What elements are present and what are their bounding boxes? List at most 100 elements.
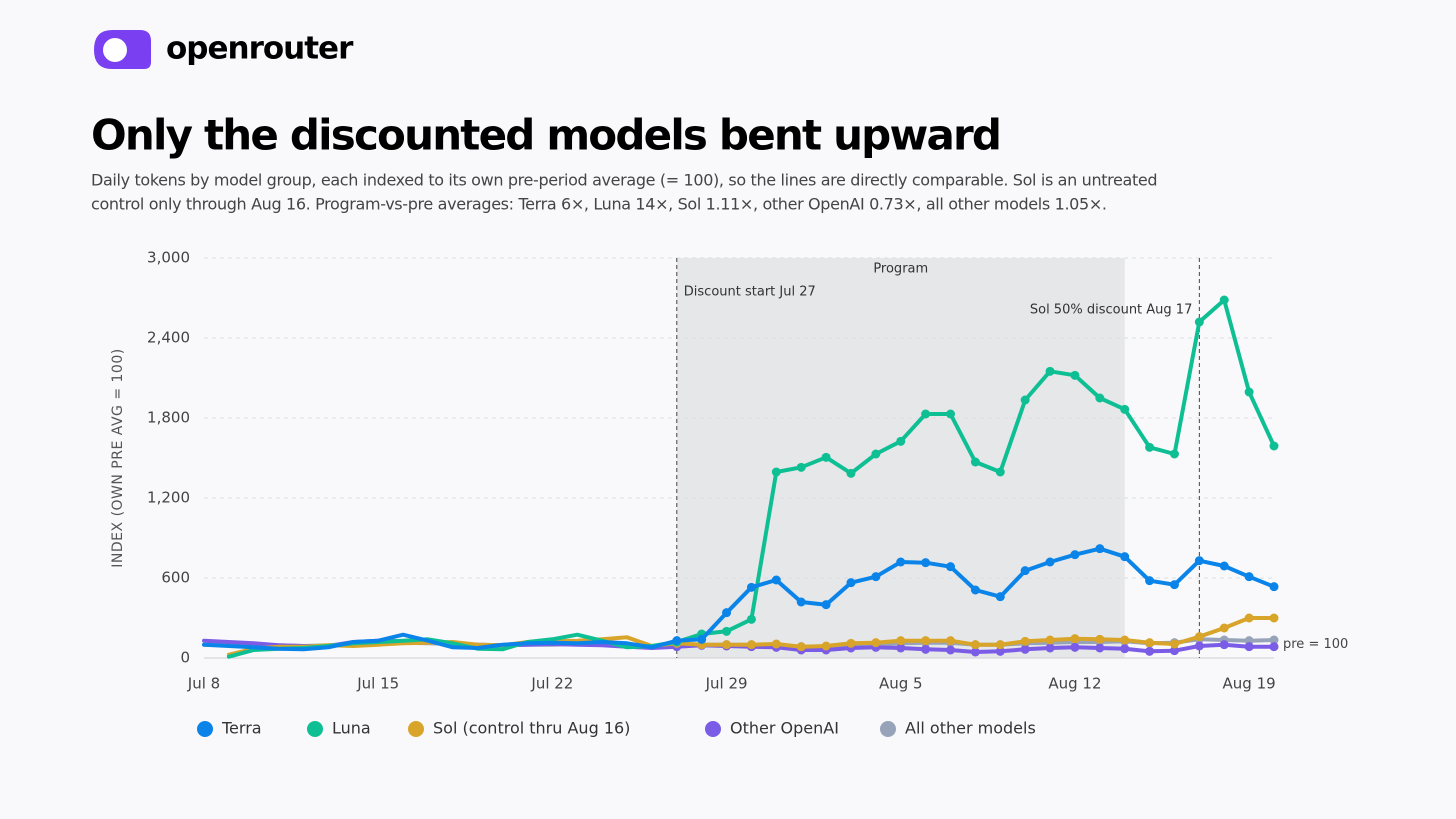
legend-swatch xyxy=(307,721,323,737)
point xyxy=(970,585,980,595)
point xyxy=(896,436,906,446)
point xyxy=(1219,623,1229,633)
program-shade xyxy=(676,258,1125,658)
point xyxy=(1169,639,1179,649)
point xyxy=(1169,646,1179,656)
point xyxy=(771,467,781,477)
point xyxy=(1269,441,1279,451)
point xyxy=(946,562,956,572)
event-label: Discount start Jul 27 xyxy=(684,285,816,300)
point xyxy=(821,600,831,610)
point xyxy=(1070,370,1080,380)
point xyxy=(1194,641,1204,651)
program-label: Program xyxy=(873,262,928,277)
point xyxy=(846,578,856,588)
point xyxy=(796,597,806,607)
point xyxy=(1095,393,1105,403)
legend-label: Terra xyxy=(221,719,262,738)
point xyxy=(970,640,980,650)
x-tick-label: Aug 5 xyxy=(879,675,923,693)
point xyxy=(746,614,756,624)
legend-swatch xyxy=(197,721,213,737)
point xyxy=(1095,544,1105,554)
point xyxy=(821,452,831,462)
point xyxy=(1269,642,1279,652)
point xyxy=(1095,634,1105,644)
title: Only the discounted models bent upward xyxy=(91,111,1000,160)
legend-swatch xyxy=(880,721,896,737)
legend-label: Luna xyxy=(332,719,371,738)
y-tick-label: 600 xyxy=(161,569,190,587)
point xyxy=(697,634,707,644)
point xyxy=(871,638,881,648)
point xyxy=(995,646,1005,656)
point xyxy=(896,557,906,567)
point xyxy=(1219,561,1229,571)
point xyxy=(796,642,806,652)
point xyxy=(995,592,1005,602)
x-tick-label: Jul 15 xyxy=(356,675,399,693)
event-label: Sol 50% discount Aug 17 xyxy=(1030,303,1192,318)
legend-label: Other OpenAI xyxy=(730,719,839,738)
point xyxy=(1070,550,1080,560)
point xyxy=(1070,642,1080,652)
point xyxy=(871,449,881,459)
y-tick-label: 3,000 xyxy=(147,249,190,267)
point xyxy=(1169,580,1179,590)
point xyxy=(1145,646,1155,656)
logo-hole xyxy=(103,38,127,62)
point xyxy=(1244,572,1254,582)
point xyxy=(1219,295,1229,305)
legend-label: Sol (control thru Aug 16) xyxy=(433,719,630,738)
brand: openrouter xyxy=(166,31,354,67)
point xyxy=(946,645,956,655)
legend-swatch xyxy=(705,721,721,737)
x-tick-label: Jul 29 xyxy=(705,675,748,693)
point xyxy=(1244,387,1254,397)
point xyxy=(896,636,906,646)
point xyxy=(1070,634,1080,644)
point xyxy=(1169,449,1179,459)
point xyxy=(946,409,956,419)
point xyxy=(1120,552,1130,562)
legend-swatch xyxy=(408,721,424,737)
point xyxy=(871,572,881,582)
point xyxy=(746,640,756,650)
point xyxy=(722,608,732,618)
point xyxy=(1120,644,1130,654)
point xyxy=(1269,582,1279,592)
point xyxy=(995,640,1005,650)
point xyxy=(921,409,931,419)
point xyxy=(1194,632,1204,642)
point xyxy=(1020,644,1030,654)
point xyxy=(995,467,1005,477)
point xyxy=(1244,642,1254,652)
point xyxy=(921,644,931,654)
point xyxy=(921,558,931,568)
y-tick-label: 0 xyxy=(180,649,190,667)
point xyxy=(946,636,956,646)
y-axis-label: INDEX (OWN PRE AVG = 100) xyxy=(110,348,126,567)
point xyxy=(1219,640,1229,650)
y-tick-label: 2,400 xyxy=(147,329,190,347)
logo xyxy=(94,30,151,69)
x-tick-label: Aug 19 xyxy=(1223,675,1276,693)
point xyxy=(722,640,732,650)
point xyxy=(1045,366,1055,376)
reference-label: pre = 100 xyxy=(1283,637,1348,652)
point xyxy=(771,575,781,585)
point xyxy=(1269,613,1279,623)
point xyxy=(921,636,931,646)
point xyxy=(970,647,980,657)
point xyxy=(1020,395,1030,405)
point xyxy=(722,626,732,636)
y-tick-label: 1,200 xyxy=(147,489,190,507)
point xyxy=(821,641,831,651)
point xyxy=(970,457,980,467)
point xyxy=(846,468,856,478)
point xyxy=(1120,635,1130,645)
point xyxy=(1045,635,1055,645)
point xyxy=(1120,404,1130,414)
